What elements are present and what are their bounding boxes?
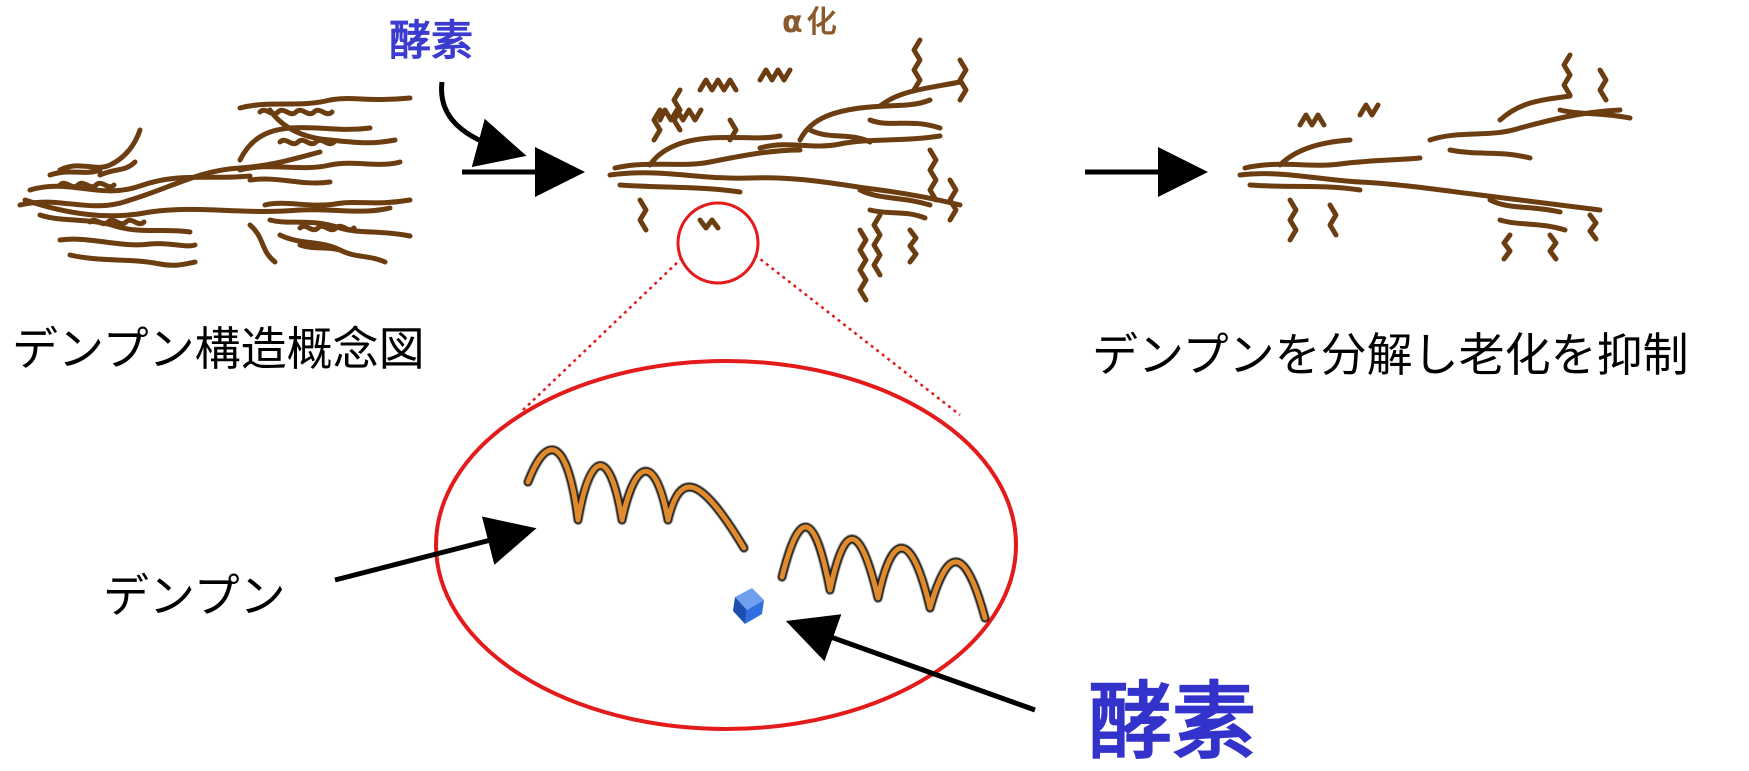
zoom-line-right (754, 254, 961, 416)
native-starch-structure (17, 95, 413, 268)
gelatinized-starch-structure (607, 37, 969, 303)
starch-pointer-arrow (334, 516, 537, 583)
zoomed-starch-strand-right (777, 522, 990, 623)
starch-pointer-label: デンプン (103, 569, 286, 623)
zoom-line-left (522, 257, 683, 411)
enzyme-label-top: 酵素 (389, 16, 474, 65)
result-caption: デンプンを分解し老化を抑制 (1092, 328, 1689, 382)
enzyme-curved-arrow (439, 81, 527, 168)
zoom-source-circle (676, 201, 760, 285)
alpha-label: α化 (782, 5, 841, 40)
zoomed-starch-strand-left (523, 445, 749, 553)
zoom-ellipse (434, 359, 1018, 731)
structure-caption: デンプン構造概念図 (12, 322, 425, 376)
enzyme-pointer-arrow (785, 614, 1036, 713)
decomposed-starch-structure (1237, 52, 1633, 262)
blue-cube-icon (733, 588, 764, 624)
enzyme-pointer-label: 酵素 (1088, 673, 1257, 771)
